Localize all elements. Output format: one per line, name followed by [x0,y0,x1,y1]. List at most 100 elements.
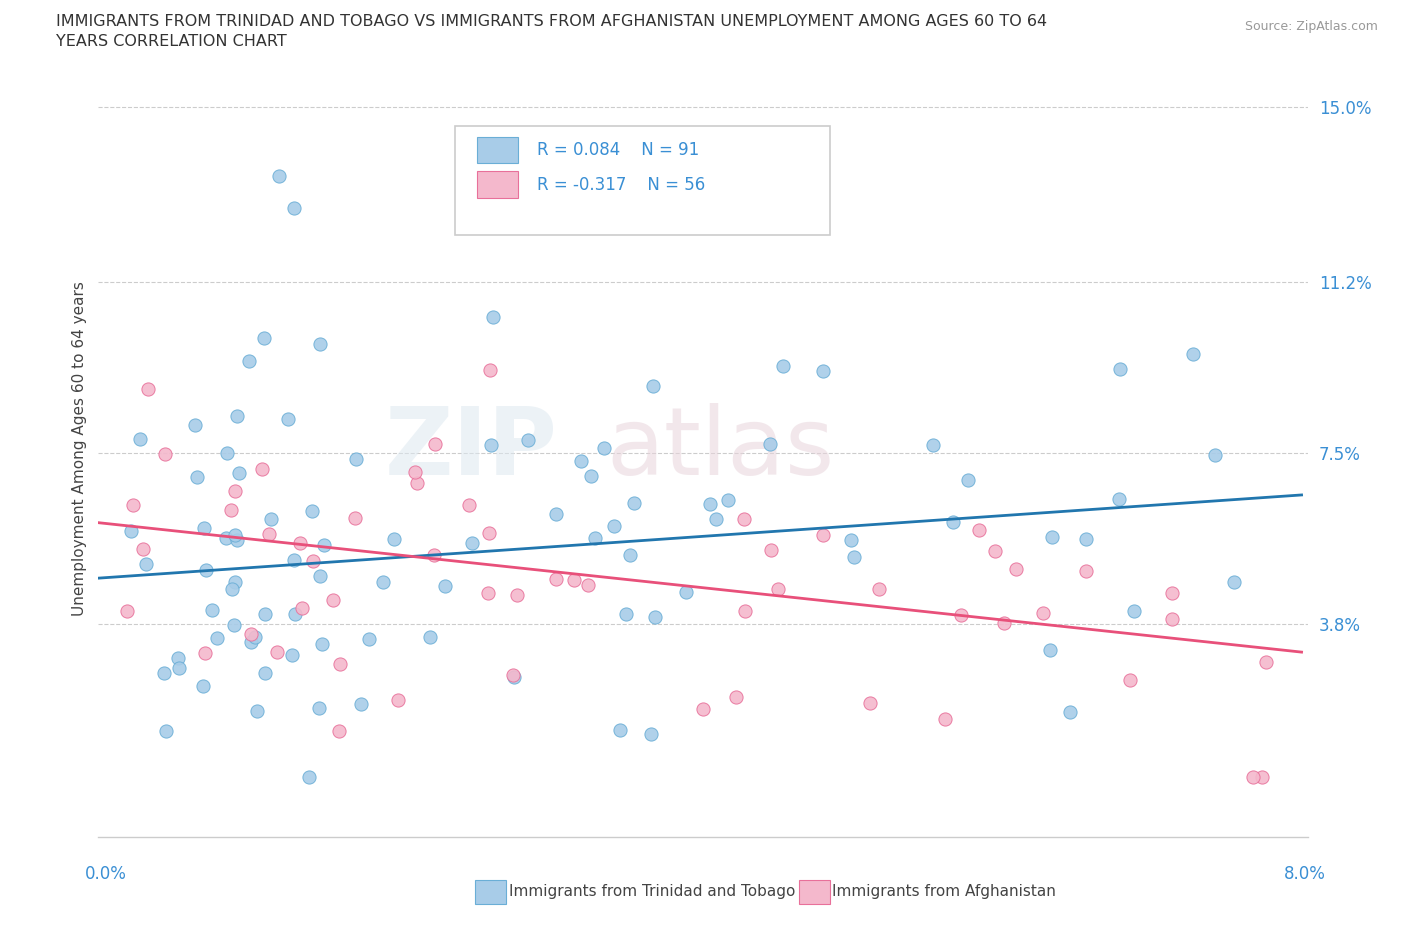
Text: R = -0.317    N = 56: R = -0.317 N = 56 [537,176,706,193]
FancyBboxPatch shape [456,126,830,235]
FancyBboxPatch shape [477,171,517,198]
Point [205,631,228,645]
Point [1108,491,1130,506]
Point [603,519,626,534]
Point [239,634,262,649]
Point [842,550,865,565]
Point [1040,529,1063,544]
Point [121,498,143,512]
Point [219,502,242,517]
Point [291,601,314,616]
Point [1223,575,1246,590]
Point [329,657,352,671]
Point [350,697,373,711]
Point [772,358,794,373]
Point [758,436,780,451]
Point [243,630,266,644]
Point [641,379,664,393]
Y-axis label: Unemployment Among Ages 60 to 64 years: Unemployment Among Ages 60 to 64 years [72,281,87,617]
Point [135,557,157,572]
Point [1005,562,1028,577]
Point [623,496,645,511]
Point [357,631,380,646]
Text: Source: ZipAtlas.com: Source: ZipAtlas.com [1244,20,1378,33]
Point [167,650,190,665]
Text: R = 0.084    N = 91: R = 0.084 N = 91 [537,140,700,159]
Point [941,514,963,529]
Text: Immigrants from Trinidad and Tobago: Immigrants from Trinidad and Tobago [509,884,796,899]
Point [277,412,299,427]
Point [136,381,159,396]
Point [957,472,980,487]
Point [576,578,599,592]
Point [1074,564,1097,578]
Point [675,585,697,600]
Point [311,637,333,652]
Point [302,554,325,569]
Point [1181,347,1204,362]
Point [298,769,321,784]
Text: YEARS CORRELATION CHART: YEARS CORRELATION CHART [56,34,287,49]
Text: 8.0%: 8.0% [1284,865,1326,883]
Point [811,364,834,379]
Point [1032,605,1054,620]
Point [569,454,592,469]
Point [502,668,524,683]
Point [246,703,269,718]
Point [1204,447,1226,462]
Point [217,445,239,460]
Point [238,353,260,368]
Point [859,696,882,711]
Point [993,616,1015,631]
Point [155,447,177,462]
Point [934,711,956,726]
Point [322,593,344,608]
Point [839,533,862,548]
Point [382,532,405,547]
Point [640,726,662,741]
Point [373,575,395,590]
Point [502,669,524,684]
Point [194,563,217,578]
Point [308,700,330,715]
Point [734,604,756,618]
Point [419,630,441,644]
Point [579,469,602,484]
Point [191,678,214,693]
Point [478,525,501,540]
Point [458,498,481,512]
Point [288,536,311,551]
Point [283,552,305,567]
Point [766,582,789,597]
Point [423,437,446,452]
Point [477,586,499,601]
Point [152,665,174,680]
Point [609,723,631,737]
Point [562,573,585,588]
Point [224,527,246,542]
Point [1160,585,1182,600]
Point [704,512,727,526]
Point [1076,532,1098,547]
Point [214,531,236,546]
Point [544,506,567,521]
Point [724,689,747,704]
Point [1123,604,1146,618]
Point [314,538,336,552]
Point [266,644,288,659]
Point [517,432,540,447]
Point [260,512,283,527]
Point [583,530,606,545]
Point [1039,643,1062,658]
Point [733,512,755,526]
Point [387,693,409,708]
Point [193,521,215,536]
Point [254,606,277,621]
Point [281,647,304,662]
Text: atlas: atlas [606,403,835,495]
Text: IMMIGRANTS FROM TRINIDAD AND TOBAGO VS IMMIGRANTS FROM AFGHANISTAN UNEMPLOYMENT : IMMIGRANTS FROM TRINIDAD AND TOBAGO VS I… [56,14,1047,29]
Point [226,533,249,548]
Point [120,524,142,538]
Point [619,548,641,563]
Point [692,701,714,716]
